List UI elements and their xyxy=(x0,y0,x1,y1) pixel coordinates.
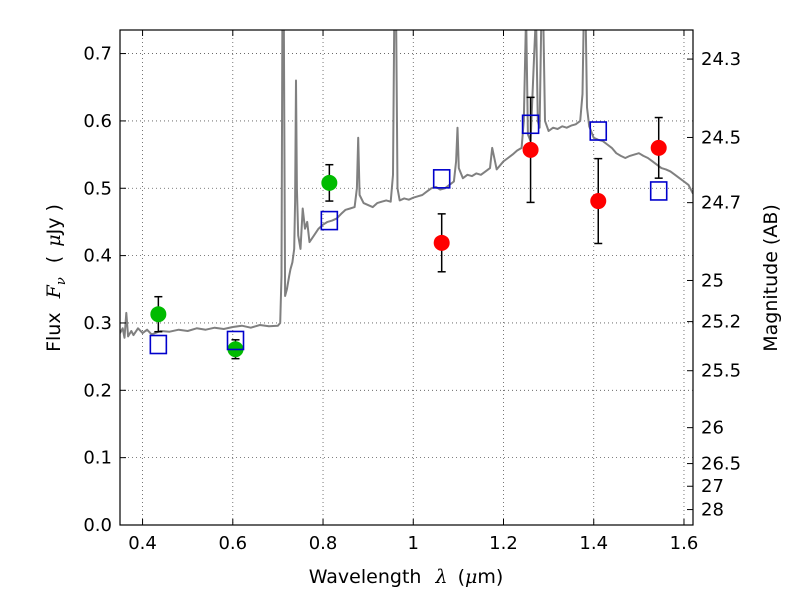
model-photometry-square xyxy=(320,210,339,231)
magnitude-tick-label: 25 xyxy=(701,270,724,291)
y-axis-label-text: Flux xyxy=(43,312,65,352)
y-tick-label: 0.7 xyxy=(83,44,112,65)
x-tick-label: 1.4 xyxy=(579,533,608,554)
red-data-point xyxy=(433,234,450,251)
magnitude-tick-label: 25.2 xyxy=(701,312,741,333)
x-axis-label-symbol: λ xyxy=(434,566,447,588)
model-photometry-square xyxy=(649,181,668,201)
right-axis-label: Magnitude (AB) xyxy=(760,204,782,352)
x-axis-label-text: Wavelength xyxy=(309,566,422,588)
red-data-point xyxy=(522,141,539,158)
magnitude-tick-label: 27 xyxy=(701,476,724,497)
x-tick-label: 1.6 xyxy=(670,533,699,554)
x-axis-label-unit-open: ( xyxy=(458,566,465,588)
model-photometry-square xyxy=(589,121,608,141)
spectrum-layer xyxy=(120,30,693,339)
magnitude-tick-label: 26.5 xyxy=(701,454,741,475)
y-tick-label: 0.1 xyxy=(83,448,112,469)
y-tick-label: 0.6 xyxy=(83,111,112,132)
y-axis-label-unit-rest: Jy ) xyxy=(43,204,65,235)
tick-marks xyxy=(120,30,693,526)
x-tick-label: 1.2 xyxy=(489,533,518,554)
y-tick-label: 0.4 xyxy=(83,246,112,267)
model-photometry-square xyxy=(149,334,168,355)
model-spectrum-line xyxy=(120,30,693,339)
y-tick-label: 0.0 xyxy=(83,515,112,536)
green-data-point xyxy=(150,306,167,323)
magnitude-tick-label: 28 xyxy=(701,500,724,521)
y-axis-label-sub: ν xyxy=(54,277,69,285)
tick-labels: 0.4 0.6 0.8 1 1.2 1.4 1.6 0.0 0.1 0.2 0.3 0.4 0.5 0.6… xyxy=(83,44,741,554)
magnitude-tick-label: 24.5 xyxy=(701,127,741,148)
marker-layer xyxy=(149,114,668,358)
x-axis-label-unit-rest: m) xyxy=(477,566,503,588)
y-axis-label-unit-mu: μ xyxy=(43,234,65,246)
y-tick-label: 0.3 xyxy=(83,313,112,334)
magnitude-tick-label: 24.7 xyxy=(701,193,741,214)
y-axis-label-symbol: F xyxy=(43,284,65,299)
x-tick-label: 1 xyxy=(408,533,419,554)
magnitude-tick-label: 25.5 xyxy=(701,361,741,382)
model-photometry-square xyxy=(432,169,451,189)
x-tick-label: 0.4 xyxy=(128,533,157,554)
model-photometry-square xyxy=(521,114,540,135)
grid-lines xyxy=(120,30,693,526)
red-data-point xyxy=(650,139,667,156)
model-photometry-square xyxy=(226,330,245,351)
y-tick-label: 0.5 xyxy=(83,178,112,199)
errorbar-layer xyxy=(154,96,663,360)
magnitude-tick-label: 24.3 xyxy=(701,49,741,70)
plot-frame xyxy=(119,29,694,526)
y-axis-label: Flux Fν ( μJy ) xyxy=(43,204,70,352)
x-tick-label: 0.8 xyxy=(309,533,338,554)
y-tick-label: 0.2 xyxy=(83,380,112,401)
y-axis-label-unit-open: ( xyxy=(43,256,65,263)
magnitude-tick-label: 26 xyxy=(701,418,724,439)
x-axis-label: Wavelength λ (μm) xyxy=(309,566,504,588)
x-tick-label: 0.6 xyxy=(218,533,247,554)
x-axis-label-unit-mu: μ xyxy=(465,566,477,588)
green-data-point xyxy=(321,174,338,191)
red-data-point xyxy=(590,193,607,210)
